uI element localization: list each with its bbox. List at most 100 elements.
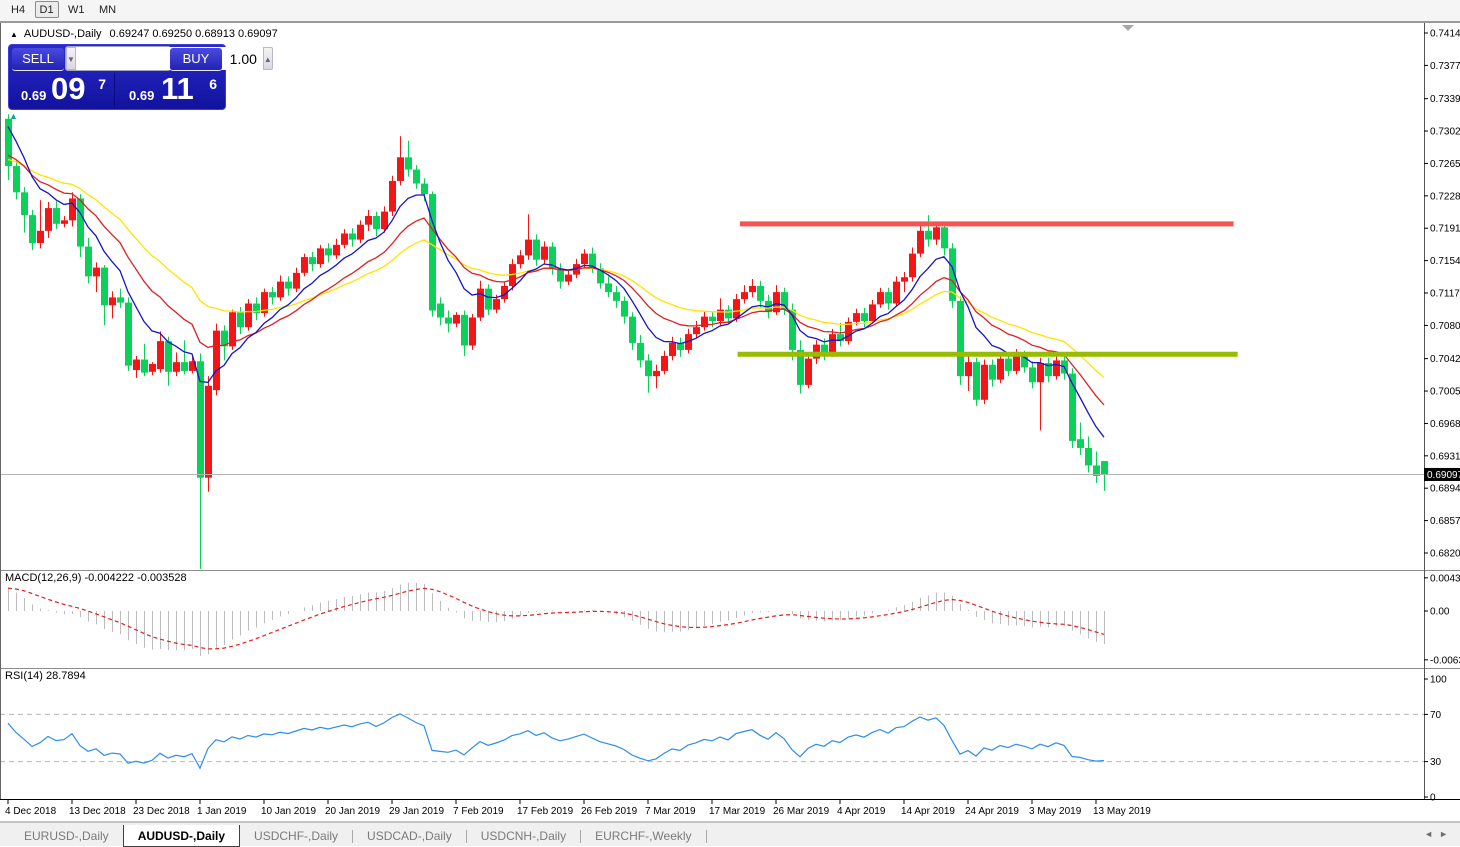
sell-price-pip: 7: [98, 76, 106, 92]
tab-separator: [465, 830, 467, 843]
svg-text:30: 30: [1430, 757, 1442, 768]
sell-price-panel[interactable]: 0.69 09 7: [11, 71, 115, 109]
chart-title: ▲ AUDUSD-,Daily 0.69247 0.69250 0.68913 0.…: [10, 28, 278, 40]
ma-fast-line: [7, 126, 1105, 438]
svg-text:13 May 2019: 13 May 2019: [1093, 806, 1151, 817]
svg-text:13 Dec 2018: 13 Dec 2018: [69, 806, 126, 817]
one-click-trading-widget: SELL ▼ ▲ BUY 0.69 09 7 0.69 11 6: [8, 44, 273, 110]
tab-separator: [705, 830, 707, 843]
svg-text:100: 100: [1430, 675, 1447, 686]
svg-text:0.69097: 0.69097: [1427, 470, 1460, 481]
rsi-line: [7, 713, 1105, 770]
svg-text:29 Jan 2019: 29 Jan 2019: [389, 806, 444, 817]
buy-button[interactable]: BUY: [170, 48, 222, 71]
tab-eurusd-daily[interactable]: EURUSD-,Daily: [24, 829, 109, 843]
volume-box: ▼ ▲: [65, 46, 273, 71]
svg-text:3 May 2019: 3 May 2019: [1029, 806, 1082, 817]
svg-text:24 Apr 2019: 24 Apr 2019: [965, 806, 1019, 817]
svg-text:17 Feb 2019: 17 Feb 2019: [517, 806, 574, 817]
tab-audusd-daily[interactable]: AUDUSD-,Daily: [122, 825, 241, 847]
svg-text:14 Apr 2019: 14 Apr 2019: [901, 806, 955, 817]
svg-text:7 Feb 2019: 7 Feb 2019: [453, 806, 504, 817]
tab-usdcnh-daily[interactable]: USDCNH-,Daily: [480, 829, 567, 843]
svg-text:26 Feb 2019: 26 Feb 2019: [581, 806, 638, 817]
sell-price-digits: 09: [51, 71, 86, 106]
svg-text:26 Mar 2019: 26 Mar 2019: [773, 806, 830, 817]
tab-separator: [580, 830, 582, 843]
chart-ohlc-values: 0.69247 0.69250 0.68913 0.69097: [109, 28, 278, 40]
trendlines-layer: [737, 221, 1238, 357]
svg-text:70: 70: [1430, 710, 1442, 721]
volume-increase-button[interactable]: ▲: [262, 47, 273, 70]
svg-text:7 Mar 2019: 7 Mar 2019: [645, 806, 696, 817]
macd-layer: [7, 582, 1105, 656]
rsi-layer: [0, 713, 1424, 770]
svg-text:23 Dec 2018: 23 Dec 2018: [133, 806, 190, 817]
svg-text:0: 0: [1430, 793, 1436, 804]
quick-trade-expand-icon[interactable]: ▲: [9, 111, 18, 121]
svg-text:0.004331: 0.004331: [1430, 573, 1460, 584]
macd-pane-label: MACD(12,26,9) -0.004222 -0.003528: [5, 572, 187, 584]
tab-scroll-left-icon[interactable]: ◄: [1424, 829, 1440, 839]
chart-symbol-label: AUDUSD-,Daily: [23, 28, 102, 40]
timeframe-toolbar: H4 D1 W1 MN: [0, 0, 1460, 22]
tab-scroll-right-icon[interactable]: ►: [1439, 829, 1454, 839]
tab-usdchf-daily[interactable]: USDCHF-,Daily: [254, 829, 339, 843]
current-price-tag: [1424, 467, 1460, 481]
date-axis: 4 Dec 2018 13 Dec 2018 23 Dec 2018 1 Jan 20…: [5, 800, 1151, 817]
symbol-tab-bar: EURUSD-,Daily AUDUSD-,Daily USDCHF-,Dail…: [0, 822, 1460, 847]
svg-text:20 Jan 2019: 20 Jan 2019: [325, 806, 380, 817]
buy-price-prefix: 0.69: [129, 88, 155, 103]
ma-medium-line: [7, 154, 1105, 406]
svg-text:4 Dec 2018: 4 Dec 2018: [5, 806, 57, 817]
tab-usdcad-daily[interactable]: USDCAD-,Daily: [367, 829, 452, 843]
buy-price-panel[interactable]: 0.69 11 6: [121, 71, 225, 109]
sell-button[interactable]: SELL: [12, 48, 64, 71]
chart-shift-marker-icon: [1122, 25, 1134, 31]
svg-text:0.00: 0.00: [1430, 607, 1450, 618]
candles-layer: [5, 114, 1108, 569]
timeframe-w1-button[interactable]: W1: [68, 4, 85, 16]
rsi-axis: 100 70 30 0: [1424, 675, 1447, 804]
pane-borders: [0, 22, 1460, 822]
buy-price-pip: 6: [209, 76, 217, 92]
timeframe-d1-button[interactable]: D1: [34, 1, 59, 18]
tab-scroll-arrows: ◄►: [1424, 829, 1454, 839]
volume-decrease-button[interactable]: ▼: [66, 47, 76, 70]
buy-price-digits: 11: [161, 71, 194, 106]
svg-text:-0.006373: -0.006373: [1430, 655, 1460, 666]
svg-text:4 Apr 2019: 4 Apr 2019: [837, 806, 886, 817]
svg-text:10 Jan 2019: 10 Jan 2019: [261, 806, 316, 817]
sell-price-prefix: 0.69: [21, 88, 47, 103]
moving-averages-layer: [7, 126, 1105, 438]
svg-text:1 Jan 2019: 1 Jan 2019: [197, 806, 247, 817]
collapse-arrow-icon[interactable]: ▲: [10, 30, 18, 39]
rsi-pane-label: RSI(14) 28.7894: [5, 670, 86, 682]
svg-text:17 Mar 2019: 17 Mar 2019: [709, 806, 766, 817]
macd-axis: 0.004331 0.00 -0.006373: [1424, 573, 1460, 666]
tab-eurchf-weekly[interactable]: EURCHF-,Weekly: [595, 829, 692, 843]
timeframe-h4-button[interactable]: H4: [11, 4, 26, 16]
tab-separator: [352, 830, 354, 843]
macd-signal-line: [7, 587, 1105, 650]
timeframe-mn-button[interactable]: MN: [98, 4, 117, 16]
